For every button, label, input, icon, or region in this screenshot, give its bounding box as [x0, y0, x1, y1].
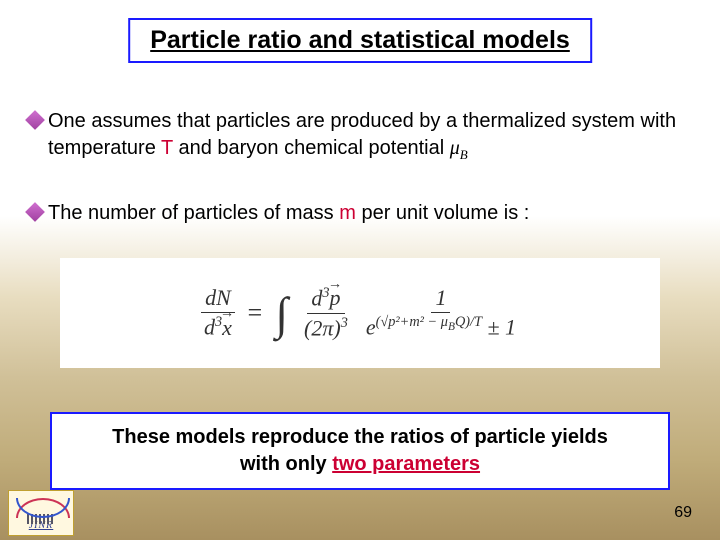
- bullet-2: The number of particles of mass m per un…: [28, 200, 680, 227]
- bullet-2-text: The number of particles of mass m per un…: [48, 200, 680, 227]
- slide-title: Particle ratio and statistical models: [128, 18, 592, 63]
- diamond-bullet-icon: [25, 202, 45, 222]
- page-number: 69: [674, 504, 692, 522]
- bullet-1: One assumes that particles are produced …: [28, 108, 680, 164]
- footer-callout: These models reproduce the ratios of par…: [50, 412, 670, 490]
- bullet-1-text: One assumes that particles are produced …: [48, 108, 680, 164]
- equation-panel: dN d3x = ∫ d3p (2π)3 1 e(√p²+m² − μBQ)/T…: [60, 258, 660, 368]
- diamond-bullet-icon: [25, 110, 45, 130]
- equation: dN d3x = ∫ d3p (2π)3 1 e(√p²+m² − μBQ)/T…: [200, 286, 520, 340]
- jinr-logo: JINR: [8, 490, 74, 536]
- logo-swoosh-icon: [16, 496, 66, 518]
